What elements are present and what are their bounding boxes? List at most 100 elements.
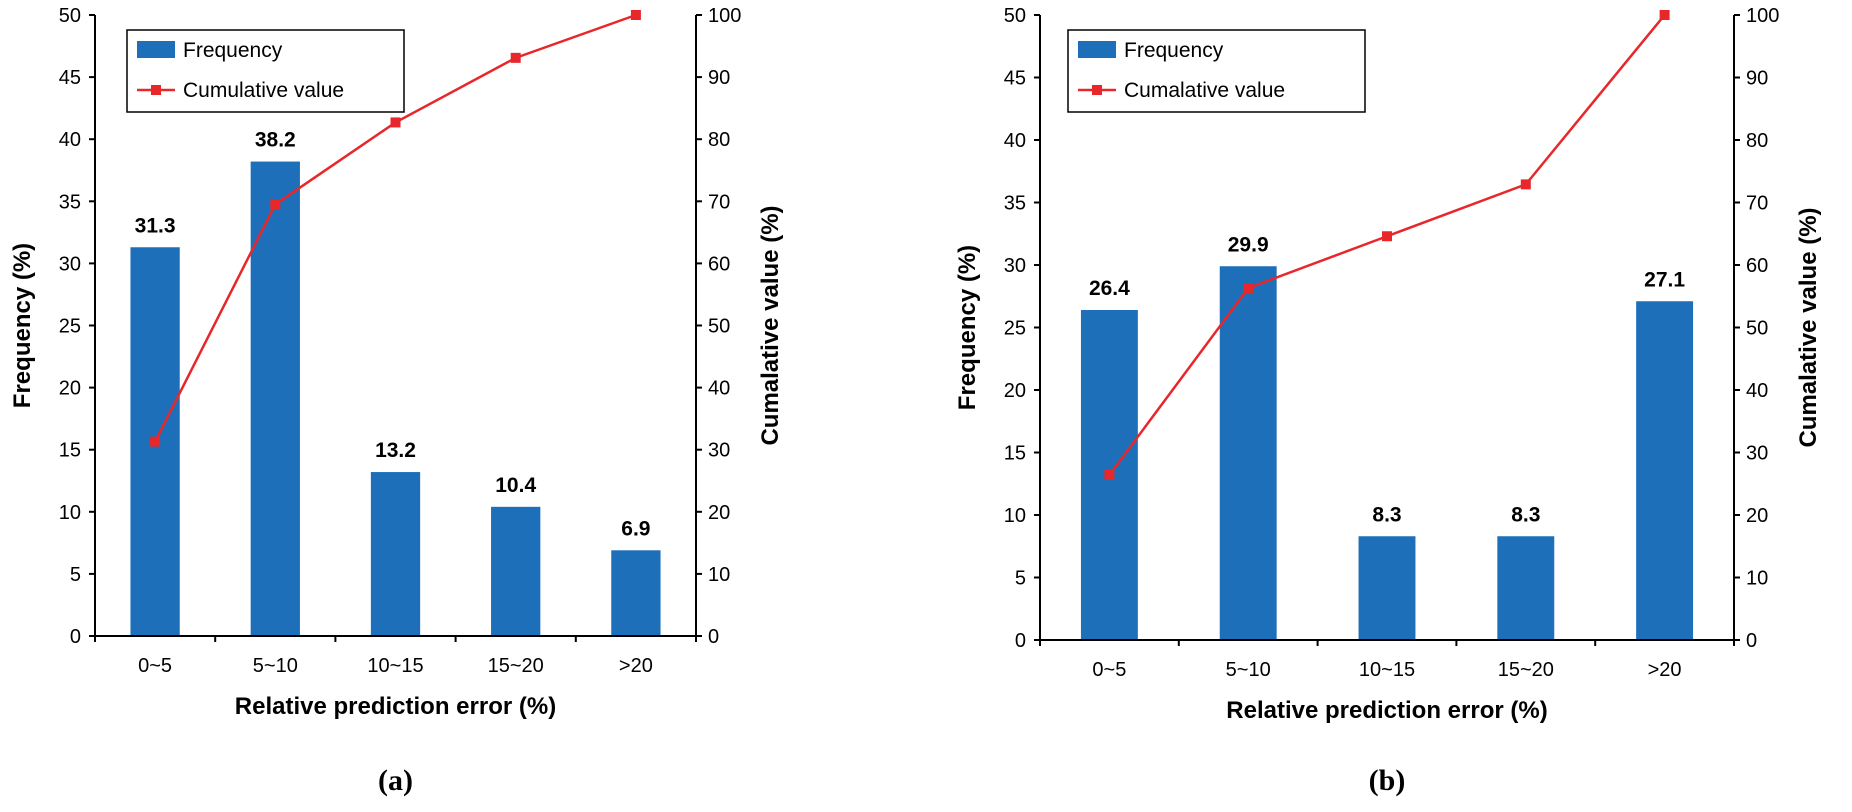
y-tick-label: 10 (59, 502, 81, 524)
y-tick-label: 35 (1004, 193, 1026, 215)
x-axis-title: Relative prediction error (%) (1226, 697, 1547, 724)
y2-tick-label: 30 (708, 440, 730, 462)
legend-bar-swatch (1078, 41, 1116, 58)
y-tick-label: 35 (59, 191, 81, 213)
y2-axis-title: Cumalative value (%) (1795, 207, 1822, 447)
bar-value-label: 10.4 (495, 474, 536, 497)
y2-tick-label: 60 (1746, 255, 1768, 277)
panel-label: (b) (1369, 764, 1406, 797)
y-tick-label: 50 (59, 5, 81, 27)
legend-line-marker (1092, 85, 1102, 95)
bar-value-label: 31.3 (135, 214, 176, 237)
cumulative-point (270, 199, 281, 210)
cumulative-point (1382, 231, 1392, 242)
y-tick-label: 45 (59, 67, 81, 89)
bar-15~20 (491, 506, 541, 636)
y2-tick-label: 70 (1746, 193, 1768, 215)
y2-tick-label: 100 (708, 5, 741, 27)
panel-label: (a) (378, 764, 413, 797)
y2-tick-label: 40 (1746, 380, 1768, 402)
bar->20 (611, 550, 661, 636)
y2-tick-label: 80 (708, 129, 730, 151)
y2-tick-label: 20 (708, 502, 730, 524)
y2-tick-label: 40 (708, 378, 730, 400)
y-tick-label: 10 (1004, 505, 1026, 527)
legend: Frequency Cumulative value (126, 29, 405, 113)
y2-tick-label: 70 (708, 191, 730, 213)
x-tick-label: >20 (619, 655, 653, 677)
cumulative-point (1243, 283, 1254, 294)
y2-tick-label: 30 (1746, 443, 1768, 465)
y-tick-label: 5 (70, 564, 81, 586)
y-tick-label: 25 (59, 316, 81, 338)
y2-tick-label: 50 (708, 316, 730, 338)
bar-10~15 (1358, 536, 1416, 640)
x-axis-title: Relative prediction error (%) (235, 693, 556, 720)
legend-line-marker (151, 85, 161, 95)
y-tick-label: 40 (1004, 130, 1026, 152)
x-tick-label: 0~5 (1092, 659, 1126, 681)
x-tick-label: 15~20 (488, 655, 544, 677)
y-tick-label: 0 (70, 626, 81, 648)
y-axis-title: Frequency (%) (954, 245, 981, 410)
chart-panel-a: 31.3 38.2 13.2 10.4 6.9 0 5 10 15 20 25 30 35 40 45 50 0… (9, 5, 784, 797)
bar-value-label: 13.2 (375, 439, 416, 462)
y2-tick-label: 0 (1746, 630, 1757, 652)
legend: Frequency Cumalative value (1067, 29, 1366, 113)
cumulative-point (390, 117, 401, 128)
y-tick-label: 40 (59, 129, 81, 151)
cumulative-point (150, 436, 161, 447)
bar-value-label: 26.4 (1089, 277, 1130, 300)
y-tick-label: 25 (1004, 318, 1026, 340)
legend-box (1067, 29, 1366, 113)
y2-tick-label: 90 (708, 67, 730, 89)
bar-5~10 (250, 161, 300, 636)
y2-tick-label: 50 (1746, 318, 1768, 340)
bar-10~15 (370, 472, 421, 636)
y-tick-label: 20 (59, 378, 81, 400)
y2-tick-label: 0 (708, 626, 719, 648)
legend-label-frequency: Frequency (183, 39, 283, 62)
legend-label-cumulative: Cumalative value (1124, 79, 1285, 102)
x-tick-label: >20 (1648, 659, 1682, 681)
y2-tick-label: 10 (708, 564, 730, 586)
x-tick-label: 5~10 (253, 655, 298, 677)
y-tick-label: 45 (1004, 68, 1026, 90)
y-tick-label: 20 (1004, 380, 1026, 402)
y-tick-label: 30 (1004, 255, 1026, 277)
y2-tick-label: 80 (1746, 130, 1768, 152)
y2-tick-label: 100 (1746, 5, 1779, 27)
y-tick-label: 15 (1004, 443, 1026, 465)
cumulative-point (1520, 179, 1531, 190)
y-tick-label: 0 (1015, 630, 1026, 652)
y2-tick-label: 60 (708, 253, 730, 275)
legend-label-cumulative: Cumulative value (183, 79, 344, 102)
y-tick-label: 30 (59, 253, 81, 275)
legend-bar-swatch (137, 41, 175, 58)
x-tick-label: 15~20 (1498, 659, 1554, 681)
bar-value-label: 27.1 (1644, 268, 1685, 291)
chart-panel-b: 26.4 29.9 8.3 8.3 27.1 0 5 10 15 20 25 30 35 40 45 50 0 1… (954, 5, 1822, 797)
y2-tick-label: 20 (1746, 505, 1768, 527)
cumulative-point (1659, 10, 1670, 20)
x-tick-label: 5~10 (1226, 659, 1271, 681)
bar-5~10 (1219, 266, 1277, 640)
y2-axis-title: Cumalative value (%) (757, 205, 784, 445)
x-tick-label: 10~15 (367, 655, 423, 677)
y-tick-label: 50 (1004, 5, 1026, 27)
bar-value-label: 38.2 (255, 129, 296, 152)
bar-value-label: 8.3 (1511, 503, 1540, 526)
y2-tick-label: 10 (1746, 568, 1768, 590)
legend-box (126, 29, 405, 113)
x-tick-label: 0~5 (138, 655, 172, 677)
bar-value-label: 29.9 (1228, 233, 1269, 256)
cumulative-point (1104, 470, 1115, 480)
y-axis-title: Frequency (%) (9, 243, 36, 408)
y-tick-label: 15 (59, 440, 81, 462)
y-tick-label: 5 (1015, 568, 1026, 590)
cumulative-point (630, 10, 641, 20)
bar-value-label: 8.3 (1372, 503, 1401, 526)
cumulative-point (510, 52, 521, 63)
bar-15~20 (1497, 536, 1555, 640)
